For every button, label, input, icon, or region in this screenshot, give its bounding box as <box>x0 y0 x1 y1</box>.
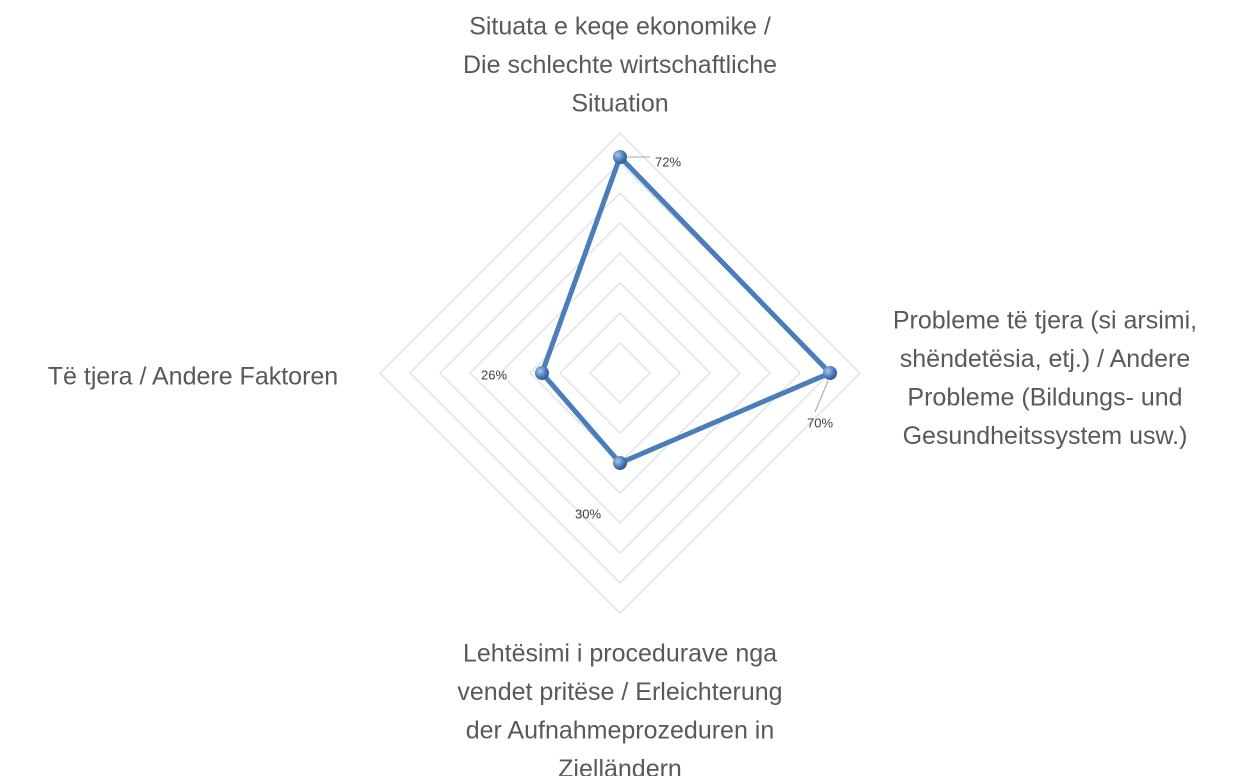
grid-ring <box>589 342 651 404</box>
data-label: 70% <box>807 415 833 430</box>
category-label: Zielländern <box>558 755 682 776</box>
data-point <box>613 456 627 470</box>
category-label: shëndetësia, etj.) / Andere <box>900 345 1190 373</box>
data-label: 30% <box>575 506 601 521</box>
category-label: Die schlechte wirtschaftliche <box>463 51 777 79</box>
grid-ring <box>559 312 681 434</box>
category-label: Probleme (Bildungs- und <box>907 384 1182 412</box>
grid-ring <box>439 192 801 554</box>
category-label: Probleme të tjera (si arsimi, <box>893 307 1197 335</box>
grid-ring <box>379 132 861 614</box>
data-point <box>535 366 549 380</box>
category-label: Situata e keqe ekonomike / <box>469 13 771 41</box>
grid-ring <box>499 252 741 494</box>
category-label: Lehtësimi i procedurave nga <box>463 640 777 668</box>
series-line <box>539 154 833 466</box>
data-point <box>613 150 627 164</box>
category-label: Të tjera / Andere Faktoren <box>48 363 338 391</box>
category-label: Gesundheitssystem usw.) <box>903 422 1188 450</box>
leader-line <box>814 380 829 413</box>
category-label: Situation <box>571 90 668 118</box>
data-label: 72% <box>655 154 681 169</box>
data-label: 26% <box>481 367 507 382</box>
grid-ring <box>409 162 831 584</box>
grid-ring <box>469 222 771 524</box>
data-point <box>823 366 837 380</box>
category-label: der Aufnahmeprozeduren in <box>466 717 775 745</box>
category-label: vendet pritëse / Erleichterung <box>457 678 782 706</box>
